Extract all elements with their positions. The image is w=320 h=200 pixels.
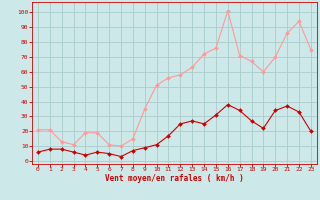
X-axis label: Vent moyen/en rafales ( km/h ): Vent moyen/en rafales ( km/h ): [105, 174, 244, 183]
